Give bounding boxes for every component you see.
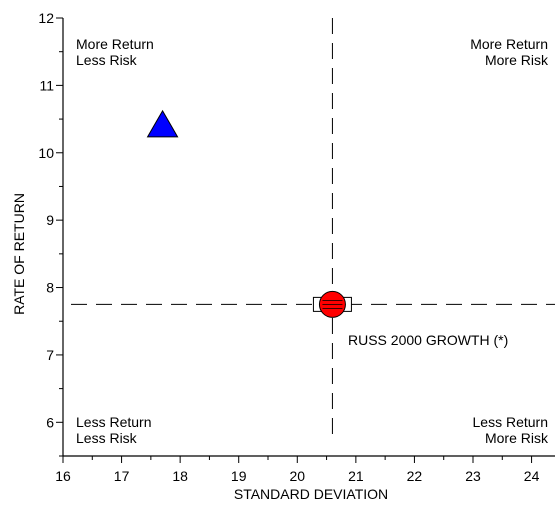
quadrant-top-right-line2: More Risk bbox=[485, 52, 549, 68]
quadrant-bottom-left-line2: Less Risk bbox=[76, 430, 138, 446]
quadrant-bottom-right-line2: More Risk bbox=[485, 430, 549, 446]
benchmark-label: RUSS 2000 GROWTH (*) bbox=[348, 332, 508, 348]
x-tick-label: 16 bbox=[55, 468, 71, 484]
quadrant-bottom-right-line1: Less Return bbox=[473, 414, 548, 430]
y-tick-label: 8 bbox=[46, 280, 54, 296]
x-axis-title: STANDARD DEVIATION bbox=[234, 486, 388, 502]
x-tick-label: 22 bbox=[407, 468, 423, 484]
x-tick-label: 19 bbox=[231, 468, 247, 484]
quadrant-top-left-line2: Less Risk bbox=[76, 52, 138, 68]
x-tick-label: 18 bbox=[172, 468, 188, 484]
x-tick-label: 21 bbox=[348, 468, 364, 484]
portfolio-triangle-marker bbox=[146, 109, 179, 138]
y-tick-label: 11 bbox=[39, 77, 54, 93]
x-tick-label: 24 bbox=[524, 468, 540, 484]
axis-ticks: 16 17 18 19 20 21 22 23 24 6 7 8 9 10 11 12 bbox=[38, 10, 539, 484]
y-tick-label: 10 bbox=[38, 145, 54, 161]
quadrant-bottom-left-line1: Less Return bbox=[76, 414, 151, 430]
y-axis-title: RATE OF RETURN bbox=[11, 193, 27, 315]
y-tick-label: 9 bbox=[46, 212, 54, 228]
x-tick-label: 23 bbox=[465, 468, 481, 484]
y-tick-label: 12 bbox=[38, 10, 54, 26]
y-tick-label: 6 bbox=[46, 414, 54, 430]
quadrant-labels: More Return Less Risk More Return More R… bbox=[76, 36, 549, 446]
y-tick-label: 7 bbox=[46, 347, 54, 363]
data-points bbox=[146, 109, 352, 318]
x-tick-label: 20 bbox=[289, 468, 305, 484]
x-tick-label: 17 bbox=[114, 468, 130, 484]
quadrant-top-right-line1: More Return bbox=[470, 36, 548, 52]
quadrant-top-left-line1: More Return bbox=[76, 36, 154, 52]
axes bbox=[62, 18, 555, 457]
quadrant-lines bbox=[71, 18, 555, 436]
